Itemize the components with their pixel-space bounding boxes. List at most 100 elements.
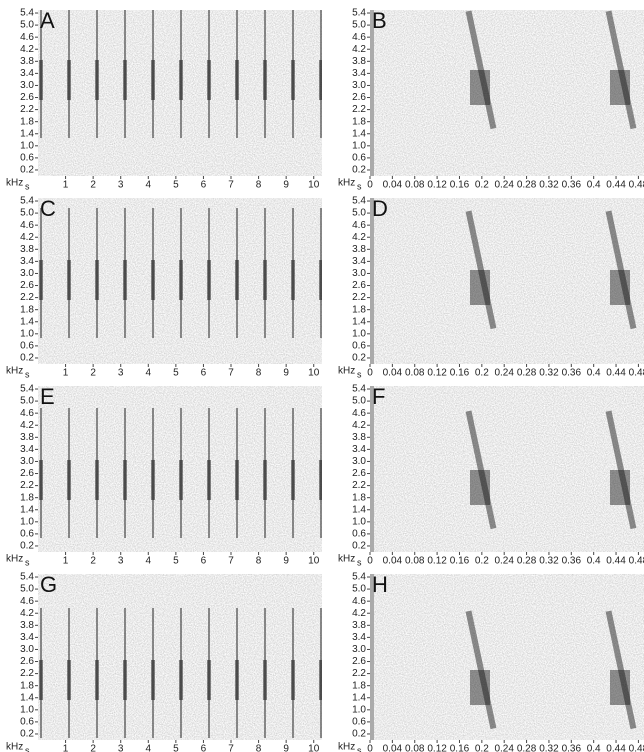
x-tick-label: 0.28: [517, 556, 537, 567]
x-tick-label: 1: [63, 744, 69, 752]
x-tick-label: 0.2: [475, 556, 489, 567]
x-tick-label: 9: [283, 180, 289, 191]
y-tick-label: 3.0: [20, 456, 34, 467]
y-tick-label: 4.6: [20, 408, 34, 419]
x-unit-label: s: [25, 369, 30, 379]
x-tick-label: 7: [228, 744, 234, 752]
y-tick-label: 2.6: [352, 468, 366, 479]
y-tick-label: 5.4: [352, 8, 366, 19]
y-tick-label: 0.6: [20, 341, 34, 352]
y-tick-label: 4.6: [20, 220, 34, 231]
y-tick-label: 2.6: [352, 656, 366, 667]
y-tick-label: 5.4: [352, 384, 366, 395]
y-unit-label: kHz: [338, 742, 355, 752]
x-tick-label: 0.04: [383, 744, 403, 752]
x-tick-label: 0.2: [475, 744, 489, 752]
x-tick-label: 0.4: [587, 556, 601, 567]
x-tick-label: 5: [173, 556, 179, 567]
x-tick-label: 0.12: [427, 180, 447, 191]
y-tick-label: 0.2: [20, 165, 34, 176]
y-unit-label: kHz: [338, 554, 355, 565]
x-tick-label: 5: [173, 368, 179, 379]
y-tick-label: 3.0: [20, 268, 34, 279]
y-tick-label: 3.4: [20, 444, 34, 455]
x-tick-label: 0.08: [405, 744, 425, 752]
x-tick-label: 0.4: [587, 744, 601, 752]
x-tick-label: 5: [173, 180, 179, 191]
x-tick-label: 10: [308, 744, 320, 752]
y-tick-label: 5.4: [20, 196, 34, 207]
y-tick-label: 4.6: [352, 596, 366, 607]
x-tick-label: 5: [173, 744, 179, 752]
x-tick-label: 0.28: [517, 180, 537, 191]
y-tick-label: 1.8: [352, 116, 366, 127]
x-tick-label: 0.32: [539, 556, 559, 567]
x-tick-label: 0.24: [494, 368, 514, 379]
x-tick-label: 0.48: [629, 556, 644, 567]
x-tick-label: 0.04: [383, 180, 403, 191]
y-tick-label: 1.0: [352, 704, 366, 715]
x-tick-label: 0.16: [450, 556, 470, 567]
x-tick-label: 2: [90, 556, 96, 567]
panel-label: F: [372, 384, 385, 409]
x-tick-label: 0.24: [494, 556, 514, 567]
y-tick-label: 3.0: [352, 456, 366, 467]
y-tick-label: 5.4: [352, 572, 366, 583]
y-tick-label: 4.2: [352, 608, 366, 619]
y-tick-label: 5.4: [20, 384, 34, 395]
panel-label: A: [40, 8, 55, 33]
panel-label: H: [372, 572, 388, 597]
panel-label: D: [372, 196, 388, 221]
y-tick-label: 4.6: [20, 596, 34, 607]
y-tick-label: 2.6: [20, 468, 34, 479]
y-unit-label: kHz: [6, 178, 23, 189]
y-tick-label: 2.2: [352, 104, 366, 115]
spectrogram-energy: [370, 386, 644, 552]
y-tick-label: 3.8: [20, 620, 34, 631]
y-tick-label: 3.0: [20, 644, 34, 655]
y-tick-label: 0.2: [352, 165, 366, 176]
x-tick-label: 0.44: [606, 368, 626, 379]
y-tick-label: 1.4: [352, 692, 366, 703]
spectrogram-energy: [370, 574, 644, 740]
panel-label: C: [40, 196, 56, 221]
y-tick-label: 2.2: [352, 668, 366, 679]
x-tick-label: 6: [201, 368, 207, 379]
y-tick-label: 0.6: [20, 529, 34, 540]
y-tick-label: 3.0: [20, 80, 34, 91]
x-tick-label: 3: [118, 744, 124, 752]
y-tick-label: 3.4: [352, 68, 366, 79]
x-tick-label: 0.28: [517, 368, 537, 379]
x-tick-label: 0: [367, 556, 373, 567]
y-tick-label: 4.2: [352, 44, 366, 55]
x-tick-label: 6: [201, 744, 207, 752]
x-tick-label: 0.36: [562, 180, 582, 191]
x-unit-label: s: [25, 557, 30, 567]
x-unit-label: s: [357, 181, 362, 191]
y-tick-label: 0.6: [352, 341, 366, 352]
x-tick-label: 0.32: [539, 368, 559, 379]
y-tick-label: 2.6: [20, 656, 34, 667]
x-unit-label: s: [357, 745, 362, 752]
x-tick-label: 0.44: [606, 556, 626, 567]
y-tick-label: 1.4: [20, 692, 34, 703]
x-tick-label: 6: [201, 180, 207, 191]
y-tick-label: 4.2: [20, 420, 34, 431]
x-tick-label: 0.36: [562, 368, 582, 379]
x-tick-label: 0.28: [517, 744, 537, 752]
x-tick-label: 0.4: [587, 180, 601, 191]
spectrogram-energy: [38, 386, 322, 552]
x-tick-label: 0.48: [629, 368, 644, 379]
y-tick-label: 2.2: [20, 104, 34, 115]
y-tick-label: 0.6: [20, 153, 34, 164]
x-tick-label: 0.48: [629, 744, 644, 752]
y-tick-label: 5.0: [20, 20, 34, 31]
y-tick-label: 3.0: [352, 268, 366, 279]
y-tick-label: 3.8: [352, 620, 366, 631]
y-unit-label: kHz: [6, 366, 23, 377]
x-tick-label: 0.12: [427, 556, 447, 567]
x-tick-label: 0.04: [383, 556, 403, 567]
y-tick-label: 0.6: [352, 153, 366, 164]
x-tick-label: 0.44: [606, 744, 626, 752]
